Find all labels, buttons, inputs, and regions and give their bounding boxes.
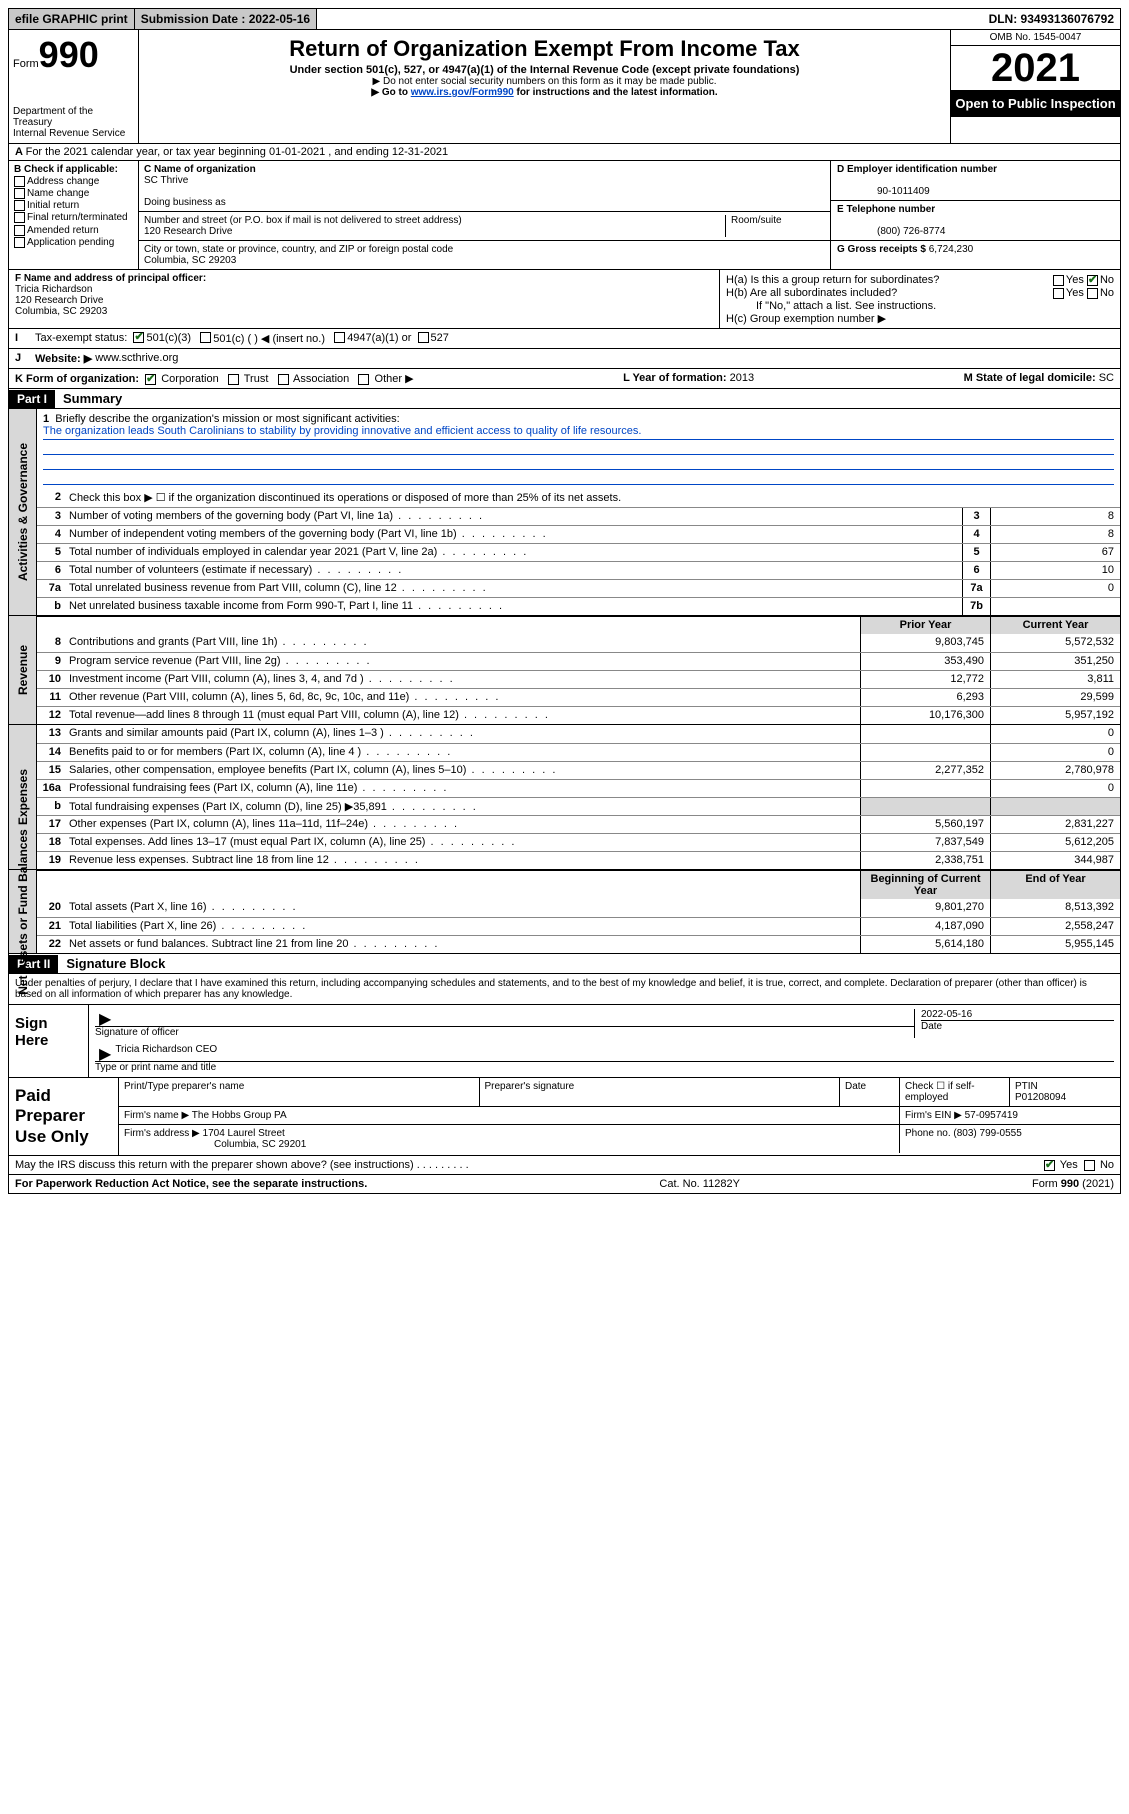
submission-date: Submission Date : 2022-05-16 bbox=[135, 9, 317, 29]
cb-final-return[interactable]: Final return/terminated bbox=[14, 212, 133, 223]
cb-527[interactable] bbox=[418, 332, 429, 343]
rows-ijk: I Tax-exempt status: 501(c)(3) 501(c) ( … bbox=[8, 329, 1121, 389]
dln: DLN: 93493136076792 bbox=[983, 9, 1120, 29]
section-net-assets: Net Assets or Fund Balances Beginning of… bbox=[8, 870, 1121, 954]
line-12: 12Total revenue—add lines 8 through 11 (… bbox=[37, 706, 1120, 724]
room-suite: Room/suite bbox=[725, 215, 825, 237]
line-20: 20Total assets (Part X, line 16)9,801,27… bbox=[37, 899, 1120, 917]
cb-discuss-no[interactable] bbox=[1084, 1160, 1095, 1171]
side-exp: Expenses bbox=[16, 769, 30, 825]
line-11: 11Other revenue (Part VIII, column (A), … bbox=[37, 688, 1120, 706]
line-6: 6Total number of volunteers (estimate if… bbox=[37, 561, 1120, 579]
firm-ein: 57-0957419 bbox=[965, 1110, 1018, 1121]
row-a-tax-year: A For the 2021 calendar year, or tax yea… bbox=[8, 144, 1121, 161]
cb-initial-return[interactable]: Initial return bbox=[14, 200, 133, 211]
officer-name-title: Tricia Richardson CEO bbox=[115, 1044, 217, 1061]
side-rev: Revenue bbox=[16, 645, 30, 695]
side-gov: Activities & Governance bbox=[16, 443, 30, 581]
firm-phone: (803) 799-0555 bbox=[953, 1128, 1021, 1139]
line-b: bTotal fundraising expenses (Part IX, co… bbox=[37, 797, 1120, 815]
part1-header: Part I Summary bbox=[8, 389, 1121, 409]
part2-header: Part II Signature Block bbox=[8, 954, 1121, 974]
cb-501c[interactable] bbox=[200, 332, 211, 343]
line-17: 17Other expenses (Part IX, column (A), l… bbox=[37, 815, 1120, 833]
org-street: 120 Research Drive bbox=[144, 226, 232, 237]
form-header: Form990 Department of the Treasury Inter… bbox=[8, 30, 1121, 144]
section-expenses: Expenses 13Grants and similar amounts pa… bbox=[8, 725, 1121, 870]
paid-preparer-block: Paid Preparer Use Only Print/Type prepar… bbox=[8, 1078, 1121, 1156]
row-fh: F Name and address of principal officer:… bbox=[8, 269, 1121, 329]
line-8: 8Contributions and grants (Part VIII, li… bbox=[37, 634, 1120, 652]
efile-button[interactable]: efile GRAPHIC print bbox=[9, 9, 135, 29]
cb-discuss-yes[interactable] bbox=[1044, 1160, 1055, 1171]
cb-address-change[interactable]: Address change bbox=[14, 176, 133, 187]
line-2: 2Check this box ▶ ☐ if the organization … bbox=[37, 489, 1120, 507]
line-4: 4Number of independent voting members of… bbox=[37, 525, 1120, 543]
paid-preparer-label: Paid Preparer Use Only bbox=[9, 1078, 119, 1155]
dept-treasury: Department of the Treasury bbox=[13, 106, 134, 128]
signature-block: Under penalties of perjury, I declare th… bbox=[8, 974, 1121, 1078]
org-name: SC Thrive bbox=[144, 175, 188, 186]
footer-row: For Paperwork Reduction Act Notice, see … bbox=[8, 1175, 1121, 1194]
line-21: 21Total liabilities (Part X, line 26)4,1… bbox=[37, 917, 1120, 935]
cb-app-pending[interactable]: Application pending bbox=[14, 237, 133, 248]
ein-value: 90-1011409 bbox=[837, 186, 930, 197]
cb-trust[interactable] bbox=[228, 374, 239, 385]
section-revenue: Revenue Prior YearCurrent Year 8Contribu… bbox=[8, 616, 1121, 725]
cb-corp[interactable] bbox=[145, 374, 156, 385]
cb-amended[interactable]: Amended return bbox=[14, 225, 133, 236]
telephone: (800) 726-8774 bbox=[837, 226, 945, 237]
cb-4947[interactable] bbox=[334, 332, 345, 343]
line-15: 15Salaries, other compensation, employee… bbox=[37, 761, 1120, 779]
firm-addr: 1704 Laurel Street bbox=[203, 1128, 285, 1139]
cb-name-change[interactable]: Name change bbox=[14, 188, 133, 199]
sign-here-label: Sign Here bbox=[9, 1005, 89, 1077]
open-inspection: Open to Public Inspection bbox=[951, 90, 1120, 117]
org-city: Columbia, SC 29203 bbox=[144, 255, 236, 266]
cb-501c3[interactable] bbox=[133, 332, 144, 343]
section-governance: Activities & Governance 1 Briefly descri… bbox=[8, 409, 1121, 616]
discuss-row: May the IRS discuss this return with the… bbox=[8, 1156, 1121, 1175]
col-h-group: H(a) Is this a group return for subordin… bbox=[720, 270, 1120, 328]
line-b: bNet unrelated business taxable income f… bbox=[37, 597, 1120, 615]
goto-link-row: ▶ Go to www.irs.gov/Form990 for instruct… bbox=[147, 87, 942, 98]
line-18: 18Total expenses. Add lines 13–17 (must … bbox=[37, 833, 1120, 851]
line-22: 22Net assets or fund balances. Subtract … bbox=[37, 935, 1120, 953]
form-number: Form990 bbox=[13, 34, 134, 76]
cb-other[interactable] bbox=[358, 374, 369, 385]
irs-label: Internal Revenue Service bbox=[13, 128, 134, 139]
line-13: 13Grants and similar amounts paid (Part … bbox=[37, 725, 1120, 743]
col-c-org-info: C Name of organization SC Thrive Doing b… bbox=[139, 161, 830, 269]
ssn-warning: ▶ Do not enter social security numbers o… bbox=[147, 76, 942, 87]
irs-link[interactable]: www.irs.gov/Form990 bbox=[411, 87, 514, 98]
cb-assoc[interactable] bbox=[278, 374, 289, 385]
col-b-checkboxes: B Check if applicable: Address change Na… bbox=[9, 161, 139, 269]
website[interactable]: www.scthrive.org bbox=[95, 352, 178, 365]
perjury-declaration: Under penalties of perjury, I declare th… bbox=[9, 974, 1120, 1004]
omb-number: OMB No. 1545-0047 bbox=[951, 30, 1120, 46]
line-7a: 7aTotal unrelated business revenue from … bbox=[37, 579, 1120, 597]
col-deg: D Employer identification number 90-1011… bbox=[830, 161, 1120, 269]
ptin: P01208094 bbox=[1015, 1092, 1066, 1103]
gross-receipts: 6,724,230 bbox=[929, 244, 974, 255]
tax-year: 2021 bbox=[951, 46, 1120, 90]
line-9: 9Program service revenue (Part VIII, lin… bbox=[37, 652, 1120, 670]
line-10: 10Investment income (Part VIII, column (… bbox=[37, 670, 1120, 688]
side-net: Net Assets or Fund Balances bbox=[16, 829, 30, 995]
block-bcdeg: B Check if applicable: Address change Na… bbox=[8, 161, 1121, 269]
line-5: 5Total number of individuals employed in… bbox=[37, 543, 1120, 561]
line-3: 3Number of voting members of the governi… bbox=[37, 507, 1120, 525]
line-19: 19Revenue less expenses. Subtract line 1… bbox=[37, 851, 1120, 869]
form-subtitle: Under section 501(c), 527, or 4947(a)(1)… bbox=[147, 64, 942, 76]
mission-text: The organization leads South Carolinians… bbox=[43, 425, 1114, 440]
sig-date: 2022-05-16 bbox=[921, 1009, 1114, 1020]
line-14: 14Benefits paid to or for members (Part … bbox=[37, 743, 1120, 761]
col-f-officer: F Name and address of principal officer:… bbox=[9, 270, 720, 328]
top-bar: efile GRAPHIC print Submission Date : 20… bbox=[8, 8, 1121, 30]
form-title: Return of Organization Exempt From Incom… bbox=[147, 36, 942, 62]
line-16a: 16aProfessional fundraising fees (Part I… bbox=[37, 779, 1120, 797]
firm-name: The Hobbs Group PA bbox=[192, 1110, 287, 1121]
